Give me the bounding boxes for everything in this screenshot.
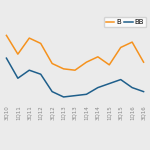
Legend: B, BB: B, BB [104,17,146,27]
